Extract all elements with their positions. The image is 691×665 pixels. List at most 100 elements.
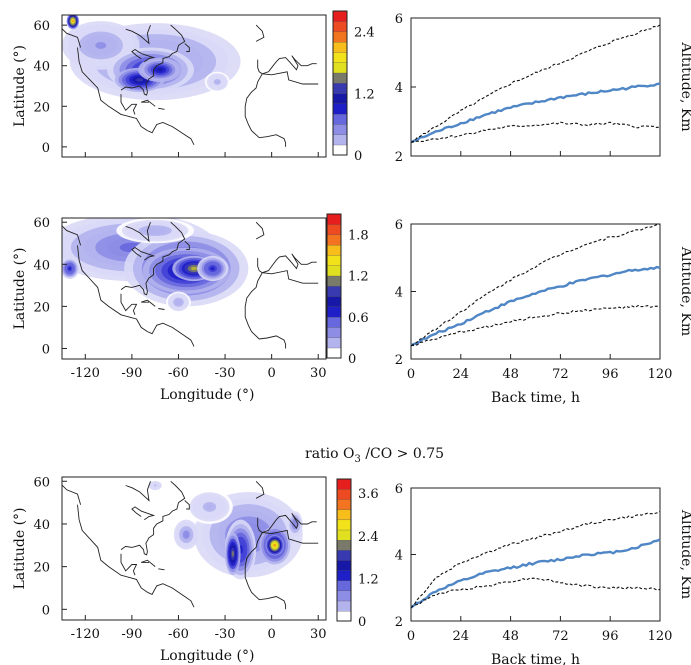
- coastline: [255, 221, 265, 240]
- colorbar-cell: [326, 244, 342, 256]
- coastline: [120, 24, 186, 96]
- lat-tick-label: 40: [33, 518, 50, 533]
- altitude-axis-title: Altitude, Km: [678, 41, 691, 131]
- heat-blob: [293, 522, 297, 526]
- latitude-axis-title: Latitude (°): [12, 247, 28, 329]
- y-tick-label: 4: [395, 286, 403, 301]
- colorbar-cell: [326, 347, 342, 359]
- x-axis-title: Back time, h: [491, 390, 580, 406]
- coastline: [262, 71, 319, 85]
- lat-tick-label: 60: [33, 19, 50, 34]
- coastline: [125, 24, 151, 45]
- coastline: [255, 480, 265, 499]
- colorbar-cell: [332, 51, 348, 63]
- lat-tick-label: 20: [33, 100, 50, 115]
- spread-dashed-line: [410, 24, 661, 143]
- lon-tick-label: -30: [215, 627, 236, 642]
- map-panel: 0 20 40 60 Latitude (°) 0 1.2 2.4: [12, 10, 375, 164]
- colorbar-cell: [336, 590, 352, 602]
- lat-tick-label: 0: [42, 342, 50, 357]
- colorbar-cell: [332, 123, 348, 135]
- coastline: [257, 513, 317, 533]
- heat-blob: [136, 78, 144, 82]
- lat-tick-label: 0: [42, 141, 50, 156]
- altitude-axis-title: Altitude, Km: [678, 246, 691, 336]
- lon-tick-label: -120: [71, 627, 100, 642]
- colorbar-frame: [336, 478, 352, 622]
- colorbar-cell: [332, 144, 348, 156]
- lon-tick-label: 0: [268, 366, 276, 381]
- y-tick-label: 2: [395, 615, 403, 630]
- lon-tick-label: -120: [71, 366, 100, 381]
- longitude-axis-title: Longitude (°): [160, 648, 254, 664]
- x-tick-label: 24: [453, 629, 470, 644]
- colorbar-label: 0.6: [348, 311, 369, 326]
- heat-blob: [95, 41, 107, 49]
- coastline: [77, 245, 148, 332]
- coastline: [141, 559, 156, 567]
- x-tick-label: 120: [648, 629, 673, 644]
- coastline: [244, 73, 287, 147]
- coastline: [244, 272, 287, 349]
- lat-tick-label: 60: [33, 475, 50, 490]
- lat-tick-label: 60: [33, 216, 50, 231]
- colorbar-cell: [326, 254, 342, 266]
- lon-tick-label: 0: [268, 627, 276, 642]
- y-tick-label: 6: [395, 482, 403, 497]
- coastline: [77, 504, 148, 593]
- mean-altitude-line: [410, 82, 661, 144]
- colorbar-cell: [336, 519, 352, 531]
- colorbar-label: 3.6: [358, 487, 379, 502]
- mean-altitude-line: [410, 265, 661, 347]
- colorbar-label: 2.4: [354, 26, 375, 41]
- coastline: [147, 122, 195, 146]
- coastline: [262, 270, 319, 284]
- x-tick-label: 24: [453, 367, 470, 382]
- colorbar-cell: [332, 103, 348, 115]
- coastline: [158, 107, 165, 110]
- lon-tick-label: 30: [310, 627, 327, 642]
- colorbar-cell: [332, 21, 348, 33]
- spread-dashed-line: [410, 510, 661, 609]
- coastline: [184, 43, 190, 52]
- coastline: [158, 568, 165, 571]
- heat-blob: [210, 266, 215, 271]
- colorbar-cell: [336, 549, 352, 561]
- colorbar-label: 0: [354, 149, 362, 164]
- coastline: [131, 506, 156, 521]
- colorbar-frame: [326, 213, 342, 359]
- spread-dashed-line: [410, 577, 661, 609]
- colorbar-cell: [332, 82, 348, 94]
- colorbar-label: 1.2: [354, 87, 375, 102]
- heat-blob: [71, 19, 74, 23]
- y-tick-label: 2: [395, 150, 403, 165]
- colorbar-cell: [336, 600, 352, 612]
- coastline: [131, 48, 156, 63]
- spread-dashed-line: [410, 304, 661, 347]
- lat-tick-label: 0: [42, 603, 50, 618]
- colorbar-cell: [326, 306, 342, 318]
- heat-blob: [231, 550, 234, 557]
- middle-title-rest: /CO > 0.75: [361, 446, 444, 462]
- map-panel: 0 20 40 60 -120 -90 -60 -30 0 30 Latitude (°) Longi…: [12, 213, 369, 403]
- coastline: [184, 500, 190, 510]
- coastline: [184, 240, 190, 251]
- heat-field: [62, 479, 319, 610]
- coastline: [120, 221, 186, 296]
- altitude-panel: 2 4 6 Altitude, Km: [395, 12, 691, 165]
- map-frame: [61, 476, 327, 621]
- colorbar-label: 0: [358, 615, 366, 630]
- coastline: [257, 253, 317, 274]
- colorbar-cell: [326, 265, 342, 277]
- colorbar-cell: [336, 488, 352, 500]
- colorbar-cell: [326, 234, 342, 246]
- lon-tick-label: -60: [168, 627, 189, 642]
- mean-altitude-line: [410, 538, 661, 609]
- colorbar-cell: [332, 134, 348, 146]
- coastline: [147, 583, 195, 608]
- coastline: [147, 322, 195, 347]
- colorbar-cell: [332, 93, 348, 105]
- coastline: [262, 529, 319, 544]
- x-tick-label: 96: [602, 367, 619, 382]
- coastline: [120, 94, 138, 115]
